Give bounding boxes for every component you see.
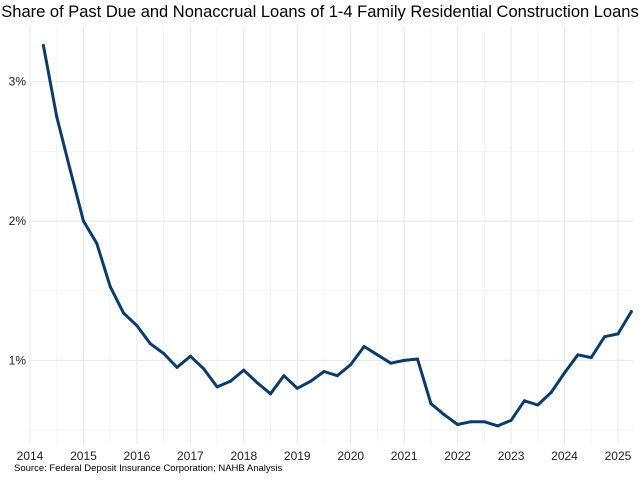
x-tick-label: 2018 (230, 449, 257, 463)
data-point (148, 342, 152, 346)
data-point (41, 44, 45, 48)
data-point (402, 358, 406, 362)
data-point (255, 381, 259, 385)
data-point (282, 374, 286, 378)
data-point (322, 370, 326, 374)
data-point (389, 361, 393, 365)
data-point (509, 418, 513, 422)
x-tick-label: 2016 (124, 449, 151, 463)
x-tick-label: 2019 (284, 449, 311, 463)
data-point (215, 385, 219, 389)
data-point (188, 354, 192, 358)
data-point (349, 363, 353, 367)
x-tick-label: 2022 (444, 449, 471, 463)
data-point (362, 344, 366, 348)
x-tick-label: 2021 (391, 449, 418, 463)
data-point (309, 379, 313, 383)
data-point (482, 420, 486, 424)
data-point (429, 402, 433, 406)
data-point (522, 399, 526, 403)
x-tick-label: 2017 (177, 449, 204, 463)
y-tick-label: 3% (9, 75, 27, 89)
data-point (295, 386, 299, 390)
data-point (375, 353, 379, 357)
data-point (629, 310, 633, 314)
data-point (563, 371, 567, 375)
data-point (442, 413, 446, 417)
data-point (95, 241, 99, 245)
data-point (162, 351, 166, 355)
x-tick-label: 2014 (17, 449, 44, 463)
data-point (242, 368, 246, 372)
data-point (603, 335, 607, 339)
data-point (576, 353, 580, 357)
y-tick-label: 2% (9, 214, 27, 228)
data-point (416, 357, 420, 361)
data-point (496, 424, 500, 428)
data-point (456, 422, 460, 426)
data-point (335, 374, 339, 378)
data-point (269, 392, 273, 396)
chart-title: Share of Past Due and Nonaccrual Loans o… (1, 3, 639, 21)
x-tick-label: 2023 (498, 449, 525, 463)
data-point (135, 324, 139, 328)
data-point (175, 365, 179, 369)
data-point (122, 311, 126, 315)
data-point (549, 390, 553, 394)
chart-source-note: Source: Federal Deposit Insurance Corpor… (14, 463, 283, 474)
data-point (228, 379, 232, 383)
data-point (55, 115, 59, 119)
series-line (41, 44, 633, 428)
y-tick-label: 1% (9, 353, 27, 367)
data-point (536, 403, 540, 407)
data-point (469, 420, 473, 424)
data-point (68, 168, 72, 172)
data-point (108, 285, 112, 289)
x-tick-label: 2025 (605, 449, 632, 463)
y-axis-tick-labels: 1% 2% 3% (9, 75, 27, 368)
data-point (202, 367, 206, 371)
x-tick-label: 2020 (337, 449, 364, 463)
x-axis-tick-labels: 2014 2015 2016 2017 2018 2019 2020 2021 2022 2023… (17, 449, 632, 463)
data-point (616, 332, 620, 336)
grid-lines (29, 26, 634, 444)
x-tick-label: 2015 (70, 449, 97, 463)
data-point (589, 356, 593, 360)
x-tick-label: 2024 (551, 449, 578, 463)
series-lines (41, 44, 633, 428)
data-point (81, 219, 85, 223)
